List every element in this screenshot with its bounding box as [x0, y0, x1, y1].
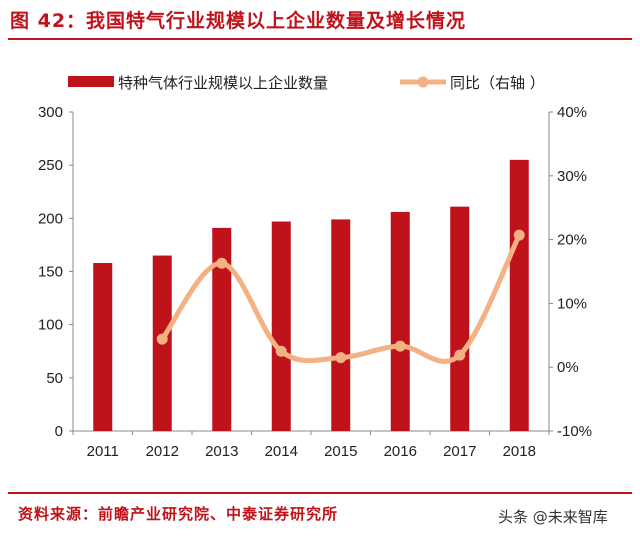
left-tick-label: 300 — [38, 104, 63, 121]
bar-2011 — [93, 262, 113, 431]
bar-series — [93, 159, 529, 431]
right-tick-label: -10% — [557, 423, 592, 440]
yoy-marker — [335, 352, 347, 364]
x-tick-label: 2011 — [87, 443, 119, 460]
x-tick-label: 2012 — [146, 443, 179, 460]
left-tick-label: 150 — [38, 264, 63, 281]
legend-bar-label: 特种气体行业规模以上企业数量 — [118, 74, 328, 92]
yoy-marker — [156, 333, 168, 345]
bar-2016 — [390, 211, 410, 431]
bar-2014 — [271, 221, 291, 431]
left-tick-label: 200 — [38, 210, 63, 227]
legend-line-marker — [417, 76, 429, 88]
source-divider — [8, 492, 632, 494]
left-tick-label: 50 — [46, 370, 63, 387]
left-tick-label: 100 — [38, 317, 63, 334]
right-tick-label: 0% — [557, 359, 579, 376]
bar-2013 — [212, 227, 232, 431]
right-tick-label: 40% — [557, 104, 587, 121]
watermark: 头条 @未来智库 — [498, 508, 608, 526]
x-tick-label: 2018 — [503, 443, 536, 460]
yoy-marker — [216, 257, 228, 269]
legend-bar-swatch — [68, 76, 114, 87]
chart-canvas: 特种气体行业规模以上企业数量 同比（右轴 ） 0 50 100 150 200 250 300… — [38, 74, 592, 460]
legend: 特种气体行业规模以上企业数量 同比（右轴 ） — [68, 74, 545, 92]
bar-2015 — [331, 219, 351, 431]
x-tick-label: 2016 — [384, 443, 417, 460]
line-series — [156, 229, 525, 364]
right-tick-label: 20% — [557, 232, 587, 249]
yoy-marker — [275, 345, 287, 357]
x-tick-label: 2015 — [324, 443, 357, 460]
title-divider — [8, 38, 632, 40]
yoy-marker — [394, 340, 406, 352]
x-tick-label: 2013 — [205, 443, 238, 460]
yoy-marker — [454, 349, 466, 361]
left-tick-label: 250 — [38, 157, 63, 174]
legend-line-label: 同比（右轴 ） — [450, 74, 545, 92]
x-tick-label: 2017 — [443, 443, 476, 460]
axes: 0 50 100 150 200 250 300 -10% 0% 10% 20% 30% 40% 2011… — [38, 104, 592, 460]
yoy-marker — [513, 229, 525, 241]
left-tick-label: 0 — [55, 423, 63, 440]
x-tick-label: 2014 — [265, 443, 298, 460]
bar-2018 — [509, 159, 529, 431]
bar-2017 — [450, 206, 470, 431]
chart-title: 图 42：我国特气行业规模以上企业数量及增长情况 — [10, 10, 467, 32]
source-note: 资料来源：前瞻产业研究院、中泰证券研究所 — [18, 505, 339, 523]
right-tick-label: 10% — [557, 295, 587, 312]
right-tick-label: 30% — [557, 168, 587, 185]
